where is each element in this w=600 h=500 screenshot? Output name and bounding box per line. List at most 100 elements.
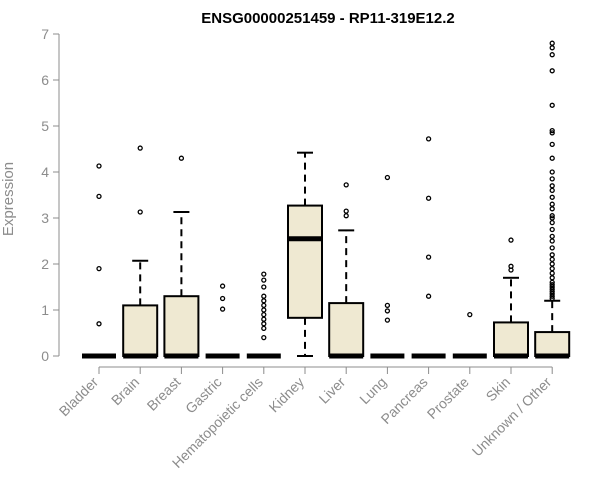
outlier-unknown-other-11 bbox=[549, 261, 555, 267]
outlier-brain-0 bbox=[137, 209, 143, 215]
box-hematopoietic-cells bbox=[246, 271, 281, 359]
outlier-liver-0 bbox=[343, 213, 349, 219]
outlier-unknown-other-36 bbox=[549, 40, 555, 46]
outlier-hematopoietic-cells-5 bbox=[261, 307, 267, 313]
outlier-bladder-1 bbox=[96, 265, 102, 272]
outlier-unknown-other-10 bbox=[549, 265, 555, 272]
outlier-skin-1 bbox=[508, 263, 514, 269]
box-liver bbox=[328, 182, 365, 359]
outlier-pancreas-2 bbox=[425, 195, 432, 201]
outlier-hematopoietic-cells-2 bbox=[261, 321, 267, 327]
outlier-unknown-other-12 bbox=[549, 256, 555, 263]
box-pancreas bbox=[411, 136, 446, 359]
box-body-liver bbox=[328, 302, 365, 358]
y-tick-label-4: 4 bbox=[41, 164, 49, 180]
x-tick-label-breast: Breast bbox=[144, 374, 184, 414]
outlier-unknown-other-22 bbox=[549, 201, 555, 207]
x-tick-label-lung: Lung bbox=[356, 374, 389, 407]
outlier-skin-2 bbox=[508, 237, 514, 243]
box-body-kidney bbox=[287, 204, 323, 319]
outlier-unknown-other-8 bbox=[549, 275, 555, 281]
outlier-hematopoietic-cells-3 bbox=[261, 316, 267, 322]
box-skin bbox=[493, 237, 529, 359]
outlier-unknown-other-29 bbox=[549, 141, 555, 148]
outlier-breast-0 bbox=[178, 155, 185, 161]
outlier-unknown-other-26 bbox=[549, 176, 555, 182]
outlier-unknown-other-9 bbox=[549, 270, 555, 276]
outlier-brain-1 bbox=[137, 145, 143, 151]
outlier-pancreas-3 bbox=[425, 136, 432, 142]
outlier-pancreas-0 bbox=[425, 293, 432, 299]
outlier-hematopoietic-cells-10 bbox=[261, 277, 267, 283]
box-breast bbox=[163, 155, 200, 359]
outlier-lung-2 bbox=[384, 302, 391, 309]
outlier-liver-1 bbox=[343, 208, 349, 214]
boxes bbox=[82, 40, 571, 359]
y-tick-label-3: 3 bbox=[41, 210, 49, 226]
y-tick-label-5: 5 bbox=[41, 118, 49, 134]
outlier-unknown-other-13 bbox=[549, 252, 555, 258]
outlier-unknown-other-6 bbox=[549, 282, 555, 288]
outlier-unknown-other-34 bbox=[549, 52, 555, 58]
y-axis-label: Expression bbox=[0, 162, 17, 236]
outlier-pancreas-1 bbox=[425, 254, 432, 260]
outlier-hematopoietic-cells-4 bbox=[261, 311, 267, 318]
y-tick-label-0: 0 bbox=[41, 348, 49, 364]
box-brain bbox=[122, 145, 159, 359]
outlier-unknown-other-32 bbox=[549, 102, 555, 108]
outlier-unknown-other-20 bbox=[549, 213, 555, 219]
outlier-unknown-other-16 bbox=[549, 233, 555, 240]
box-body-breast bbox=[163, 295, 200, 358]
outlier-gastric-2 bbox=[219, 283, 226, 289]
x-tick-label-prostate: Prostate bbox=[424, 374, 472, 422]
outlier-lung-0 bbox=[384, 317, 391, 323]
outlier-hematopoietic-cells-0 bbox=[261, 334, 267, 341]
y-tick-label-1: 1 bbox=[41, 302, 49, 318]
outlier-lung-1 bbox=[384, 308, 391, 314]
x-tick-label-liver: Liver bbox=[316, 374, 349, 407]
outlier-hematopoietic-cells-11 bbox=[261, 271, 267, 277]
outlier-unknown-other-33 bbox=[549, 68, 555, 74]
box-body-skin bbox=[493, 321, 529, 358]
outlier-unknown-other-14 bbox=[549, 245, 555, 251]
outlier-bladder-2 bbox=[96, 193, 102, 200]
outlier-unknown-other-35 bbox=[549, 45, 555, 51]
outlier-unknown-other-28 bbox=[549, 155, 555, 161]
outlier-unknown-other-27 bbox=[549, 169, 555, 175]
y-tick-label-2: 2 bbox=[41, 256, 49, 272]
box-kidney bbox=[287, 151, 323, 357]
x-tick-label-brain: Brain bbox=[108, 374, 142, 408]
x-tick-label-skin: Skin bbox=[483, 374, 514, 405]
outlier-gastric-0 bbox=[219, 306, 226, 312]
outlier-unknown-other-18 bbox=[549, 219, 555, 226]
outlier-hematopoietic-cells-1 bbox=[261, 325, 267, 332]
y-tick-label-6: 6 bbox=[41, 72, 49, 88]
outlier-gastric-1 bbox=[219, 295, 226, 302]
outlier-unknown-other-21 bbox=[549, 206, 555, 212]
box-lung bbox=[370, 174, 405, 359]
outlier-unknown-other-17 bbox=[549, 226, 555, 233]
y-tick-label-7: 7 bbox=[41, 26, 49, 42]
box-body-brain bbox=[122, 304, 159, 357]
outlier-hematopoietic-cells-6 bbox=[261, 302, 267, 309]
outlier-unknown-other-15 bbox=[549, 238, 555, 244]
outlier-unknown-other-23 bbox=[549, 194, 555, 200]
outlier-lung-3 bbox=[384, 174, 391, 181]
outlier-prostate-0 bbox=[467, 311, 473, 318]
x-tick-label-bladder: Bladder bbox=[56, 374, 102, 420]
outlier-hematopoietic-cells-7 bbox=[261, 298, 267, 304]
outlier-bladder-0 bbox=[96, 321, 102, 327]
box-unknown-other bbox=[534, 40, 571, 359]
outlier-hematopoietic-cells-9 bbox=[261, 284, 267, 290]
box-gastric bbox=[205, 283, 240, 359]
outlier-unknown-other-30 bbox=[549, 130, 555, 136]
chart-title: ENSG00000251459 - RP11-319E12.2 bbox=[201, 10, 455, 27]
outlier-hematopoietic-cells-8 bbox=[261, 293, 267, 299]
box-bladder bbox=[82, 163, 116, 359]
outlier-liver-2 bbox=[343, 182, 349, 188]
y-axis: 0 1 2 3 4 5 6 7 bbox=[41, 26, 60, 364]
outlier-unknown-other-19 bbox=[549, 215, 555, 221]
box-prostate bbox=[452, 311, 487, 359]
